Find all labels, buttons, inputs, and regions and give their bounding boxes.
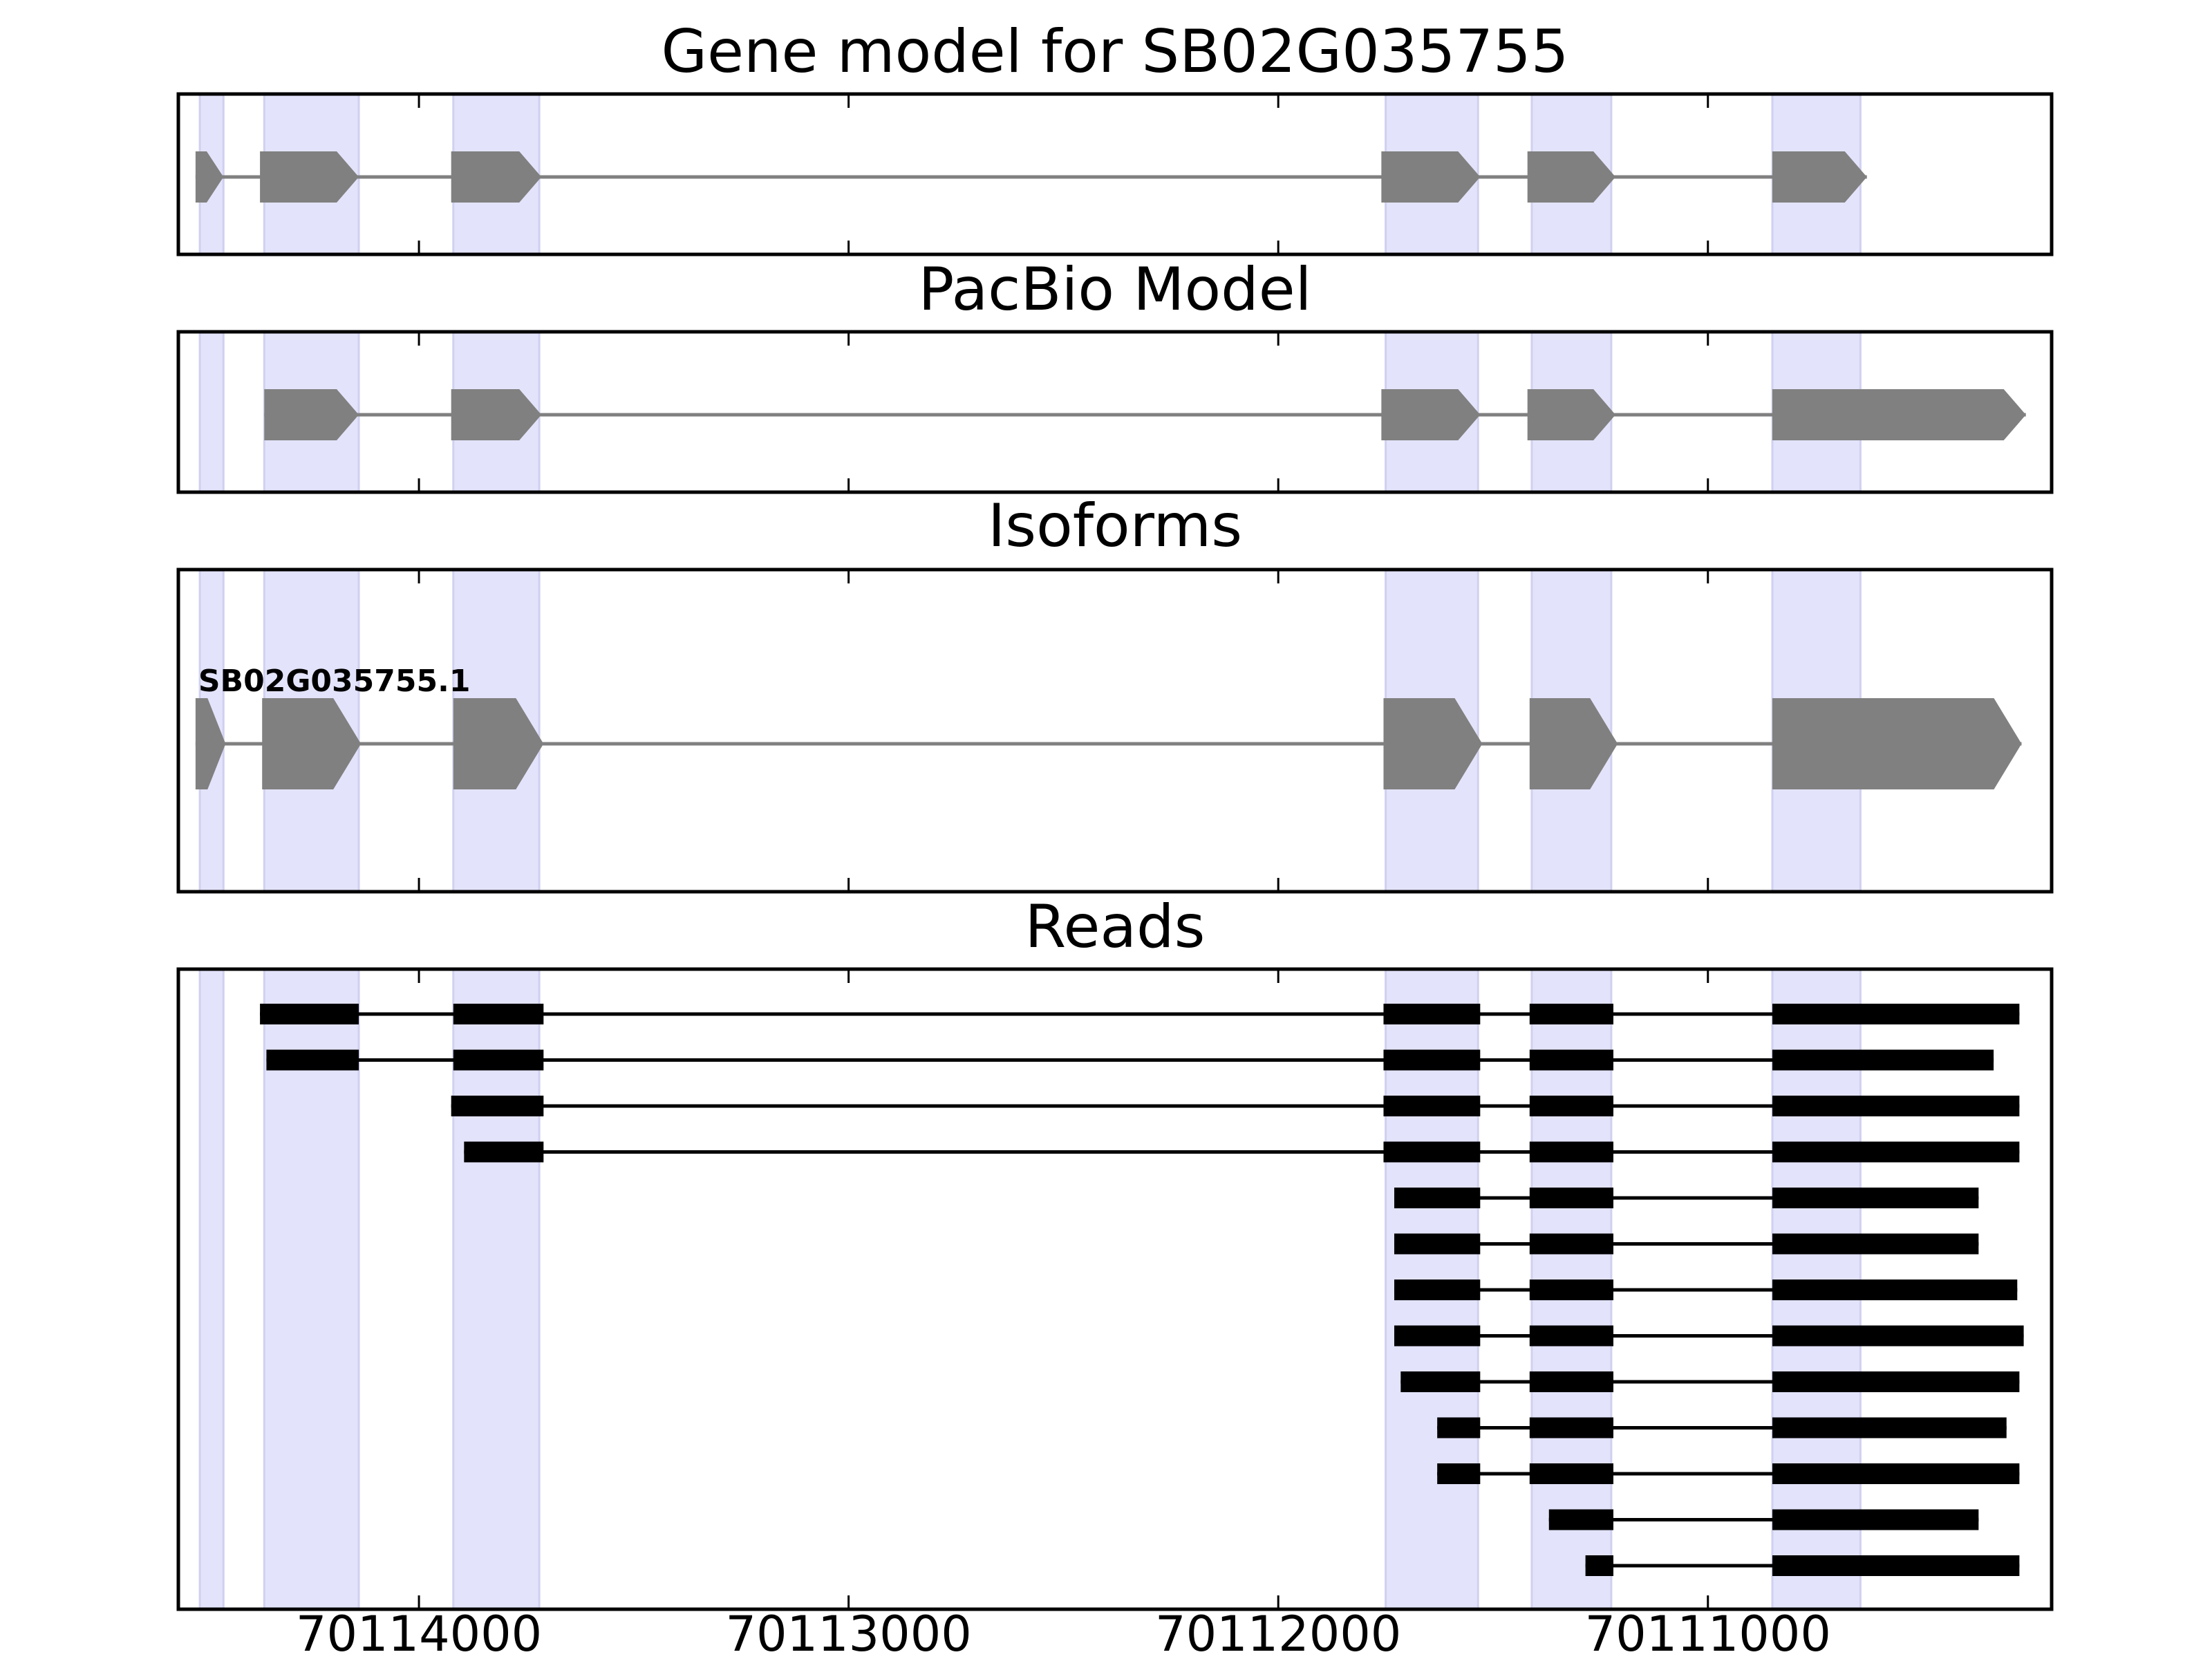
- read-track: [1394, 1233, 1979, 1255]
- read-track: [464, 1141, 2020, 1163]
- read-block: [1529, 1233, 1614, 1255]
- read-block: [1437, 1463, 1481, 1484]
- panel-frame: [176, 92, 2054, 256]
- panel-frame: [176, 967, 2054, 1611]
- read-block: [1394, 1188, 1481, 1208]
- read-block: [1772, 1509, 1979, 1530]
- read-block: [260, 1004, 359, 1024]
- exon-shape: [1381, 151, 1481, 203]
- read-block: [1772, 1417, 2007, 1438]
- transcript-track: [264, 389, 2026, 440]
- read-block: [1585, 1555, 1614, 1576]
- read-track: [1394, 1280, 2018, 1300]
- read-block: [464, 1141, 544, 1163]
- exon-shape: [264, 389, 359, 440]
- read-block: [451, 1096, 544, 1116]
- read-block: [1772, 1463, 2020, 1484]
- read-block: [1529, 1141, 1614, 1163]
- read-track: [1400, 1371, 2020, 1392]
- read-block: [1394, 1233, 1481, 1255]
- read-track: [1394, 1325, 2024, 1347]
- read-block: [1383, 1049, 1481, 1071]
- read-block: [1400, 1371, 1481, 1392]
- read-block: [1529, 1417, 1614, 1438]
- read-block: [1772, 1325, 2024, 1347]
- exon-shape: [1527, 389, 1616, 440]
- read-block: [266, 1049, 359, 1071]
- read-block: [1772, 1049, 1994, 1071]
- exon-shape: [451, 151, 542, 203]
- exon-shape: [1383, 698, 1483, 789]
- read-track: [1437, 1417, 2007, 1438]
- panel-model-1: PacBio Model: [176, 255, 2054, 494]
- read-block: [1772, 1188, 1979, 1208]
- exon-shape: [1529, 698, 1618, 789]
- panel-title: PacBio Model: [918, 255, 1311, 324]
- panel-title: Isoforms: [988, 491, 1242, 561]
- exon-highlight-band: [198, 968, 225, 1611]
- exon-shape: [195, 698, 226, 789]
- exon-shape: [451, 389, 542, 440]
- read-track: [266, 1049, 1994, 1071]
- exon-shape: [1772, 698, 2022, 789]
- read-block: [1772, 1233, 1979, 1255]
- read-track: [1585, 1555, 2020, 1576]
- read-block: [1383, 1096, 1481, 1116]
- read-block: [1529, 1280, 1614, 1300]
- read-track: [1394, 1188, 1979, 1208]
- panel-frame: [176, 330, 2054, 494]
- read-block: [1529, 1004, 1614, 1024]
- panel-reads-3: Reads: [176, 892, 2054, 1611]
- read-block: [1394, 1325, 1481, 1347]
- panel-isoform-2: Isoforms SB02G035755.1: [176, 491, 2054, 894]
- read-track: [1548, 1509, 1979, 1530]
- transcript-track: [195, 151, 1867, 203]
- exon-shape: [195, 151, 224, 203]
- read-block: [1772, 1371, 2020, 1392]
- panel-frame: [176, 568, 2054, 894]
- read-block: [1383, 1141, 1481, 1163]
- exon-shape: [1381, 389, 1481, 440]
- exon-shape: [262, 698, 362, 789]
- read-block: [1529, 1188, 1614, 1208]
- read-block: [1529, 1096, 1614, 1116]
- x-tick-label: 70114000: [296, 1606, 542, 1659]
- panel-title: Gene model for SB02G035755: [662, 17, 1569, 86]
- read-block: [1529, 1049, 1614, 1071]
- transcript-track: SB02G035755.1: [195, 664, 2022, 789]
- panel-model-0: Gene model for SB02G035755: [176, 17, 2054, 256]
- read-block: [1772, 1280, 2018, 1300]
- exon-shape: [453, 698, 544, 789]
- x-tick-label: 70111000: [1585, 1606, 1831, 1659]
- read-block: [1529, 1325, 1614, 1347]
- exon-highlight-band: [198, 330, 225, 494]
- read-block: [1772, 1141, 2020, 1163]
- exon-shape: [260, 151, 359, 203]
- read-track: [1437, 1463, 2020, 1484]
- read-block: [1383, 1004, 1481, 1024]
- read-block: [1772, 1004, 2020, 1024]
- read-block: [1772, 1555, 2020, 1576]
- read-track: [451, 1096, 2020, 1116]
- read-block: [1529, 1463, 1614, 1484]
- x-tick-label: 70113000: [725, 1606, 971, 1659]
- read-block: [453, 1004, 544, 1024]
- panel-title: Reads: [1025, 892, 1206, 962]
- read-block: [1437, 1417, 1481, 1438]
- read-block: [1394, 1280, 1481, 1300]
- exon-shape: [1772, 151, 1867, 203]
- read-block: [453, 1049, 544, 1071]
- read-block: [1772, 1096, 2020, 1116]
- read-track: [260, 1004, 2020, 1024]
- isoform-label: SB02G035755.1: [198, 664, 471, 699]
- x-tick-label: 70112000: [1155, 1606, 1401, 1659]
- exon-shape: [1527, 151, 1616, 203]
- exon-shape: [1772, 389, 2026, 440]
- read-block: [1548, 1509, 1614, 1530]
- read-block: [1529, 1371, 1614, 1392]
